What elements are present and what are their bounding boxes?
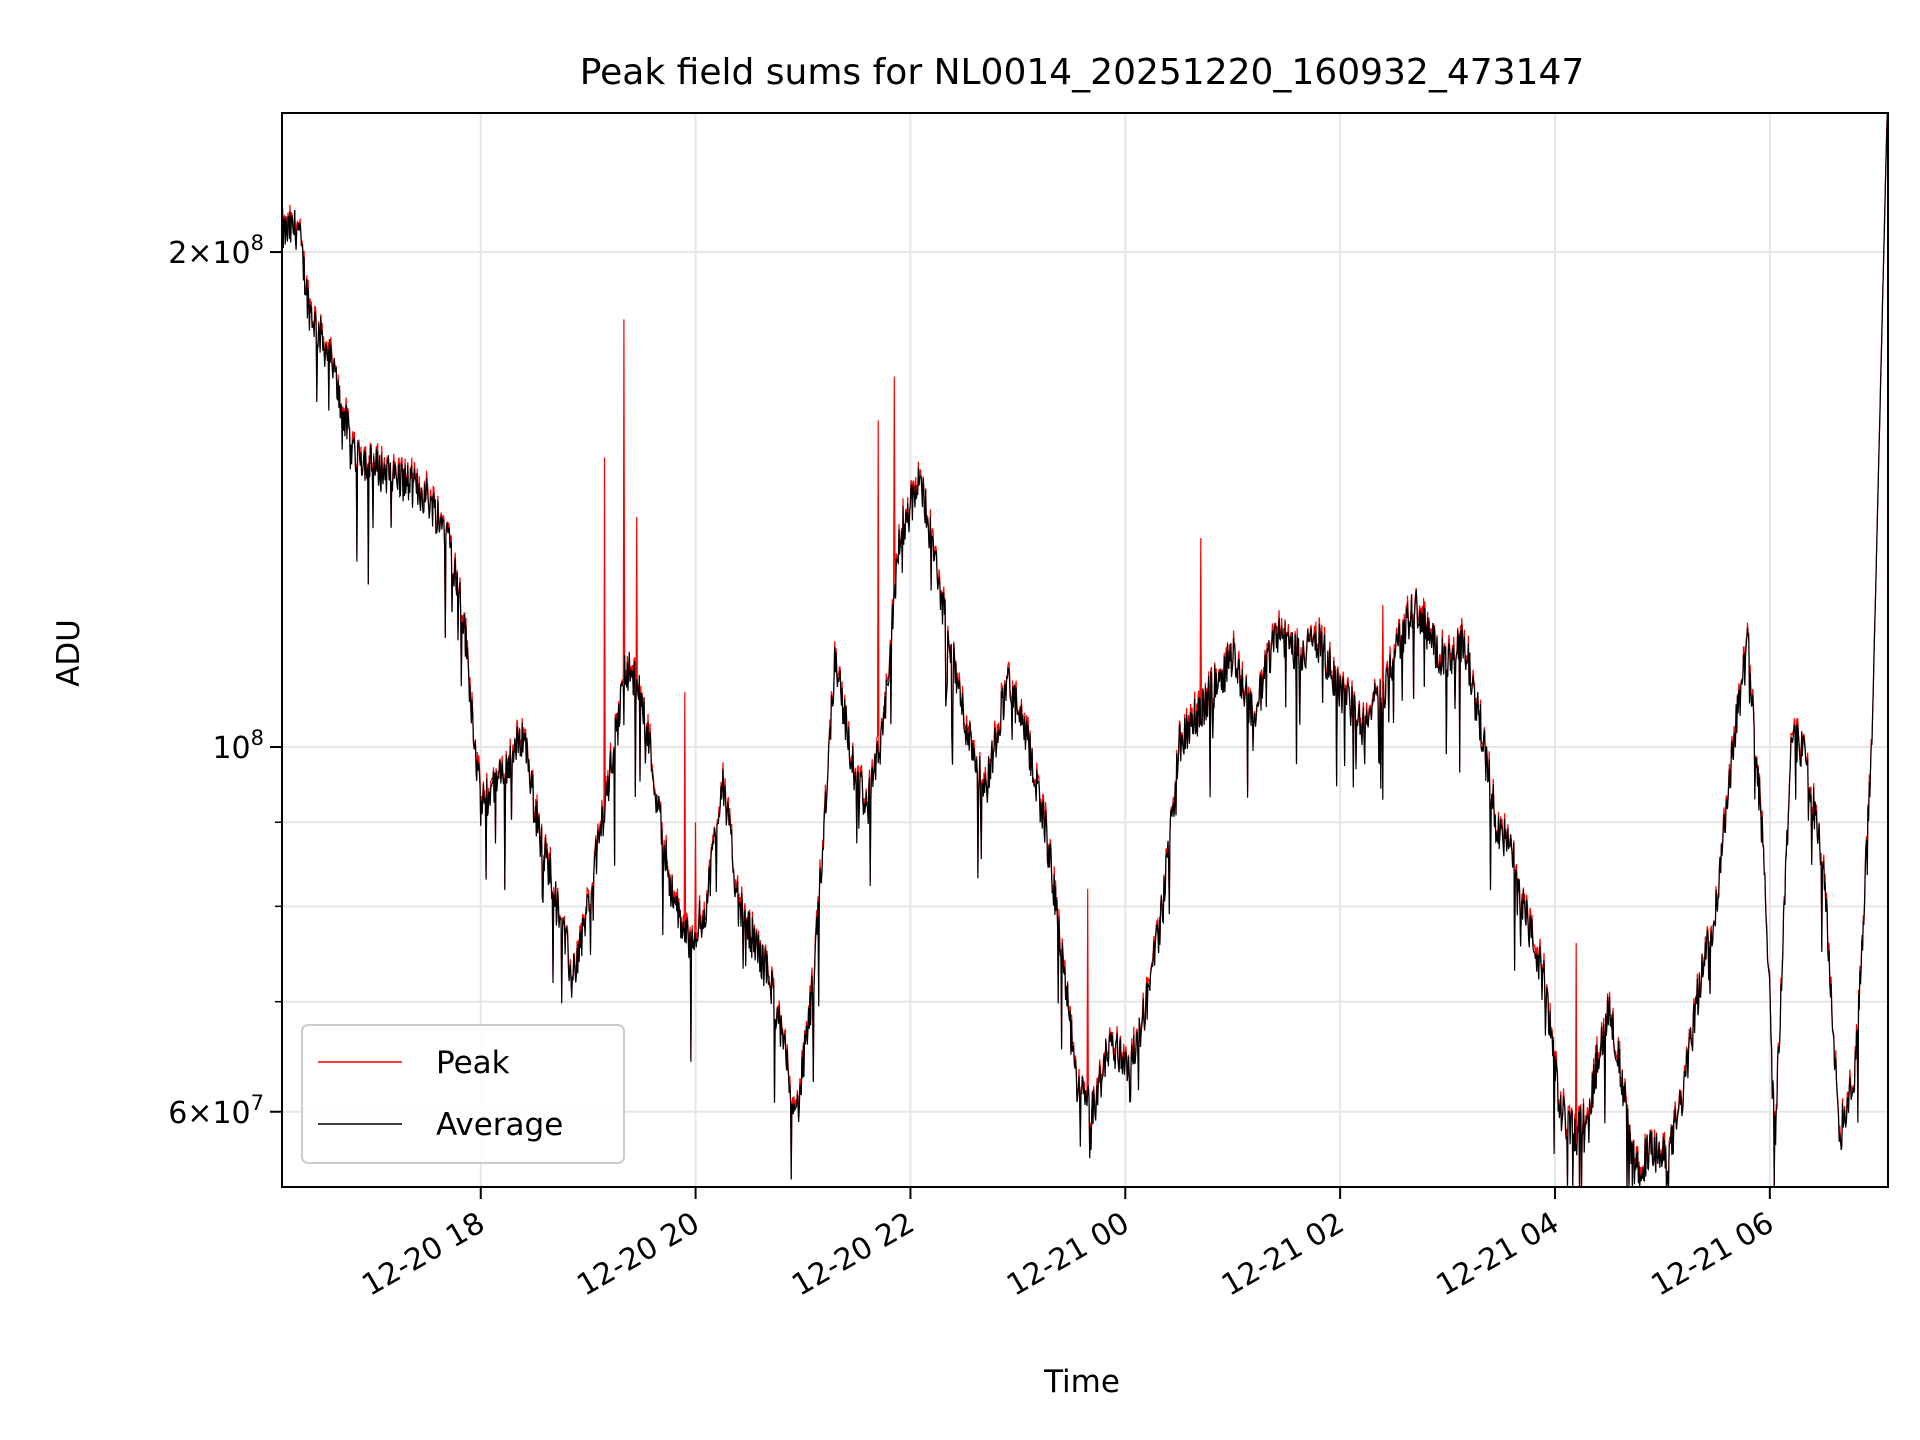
y-tick-label: 108 bbox=[212, 726, 264, 766]
data-lines bbox=[281, 112, 1888, 1188]
x-axis-label: Time bbox=[1043, 1364, 1120, 1400]
grid bbox=[282, 113, 1888, 1187]
legend-label-average: Average bbox=[436, 1107, 563, 1143]
y-axis-label: ADU bbox=[51, 619, 87, 687]
x-tick-label: 12-21 04 bbox=[1431, 1206, 1565, 1304]
legend-box bbox=[301, 1024, 625, 1164]
y-tick-label: 6×107 bbox=[168, 1091, 264, 1131]
legend-label-peak: Peak bbox=[436, 1045, 510, 1081]
x-tick-label: 12-20 20 bbox=[571, 1206, 705, 1304]
plot-frame bbox=[281, 112, 1889, 1188]
y-tick-label: 2×108 bbox=[168, 231, 264, 271]
x-axis-ticks: 12-20 18 12-20 20 12-20 22 12-21 00 12-21 02… bbox=[356, 1187, 1780, 1304]
x-tick-label: 12-21 00 bbox=[1001, 1206, 1135, 1304]
legend: Peak Average bbox=[301, 1024, 625, 1164]
chart-title: Peak field sums for NL0014_20251220_1609… bbox=[580, 52, 1585, 93]
series-line-average bbox=[281, 112, 1888, 1188]
y-axis-ticks: 6×107 108 2×108 bbox=[168, 231, 282, 1131]
x-tick-label: 12-21 02 bbox=[1216, 1206, 1350, 1304]
x-tick-label: 12-20 18 bbox=[356, 1206, 490, 1304]
x-tick-label: 12-21 06 bbox=[1646, 1206, 1780, 1304]
x-tick-label: 12-20 22 bbox=[786, 1206, 920, 1304]
